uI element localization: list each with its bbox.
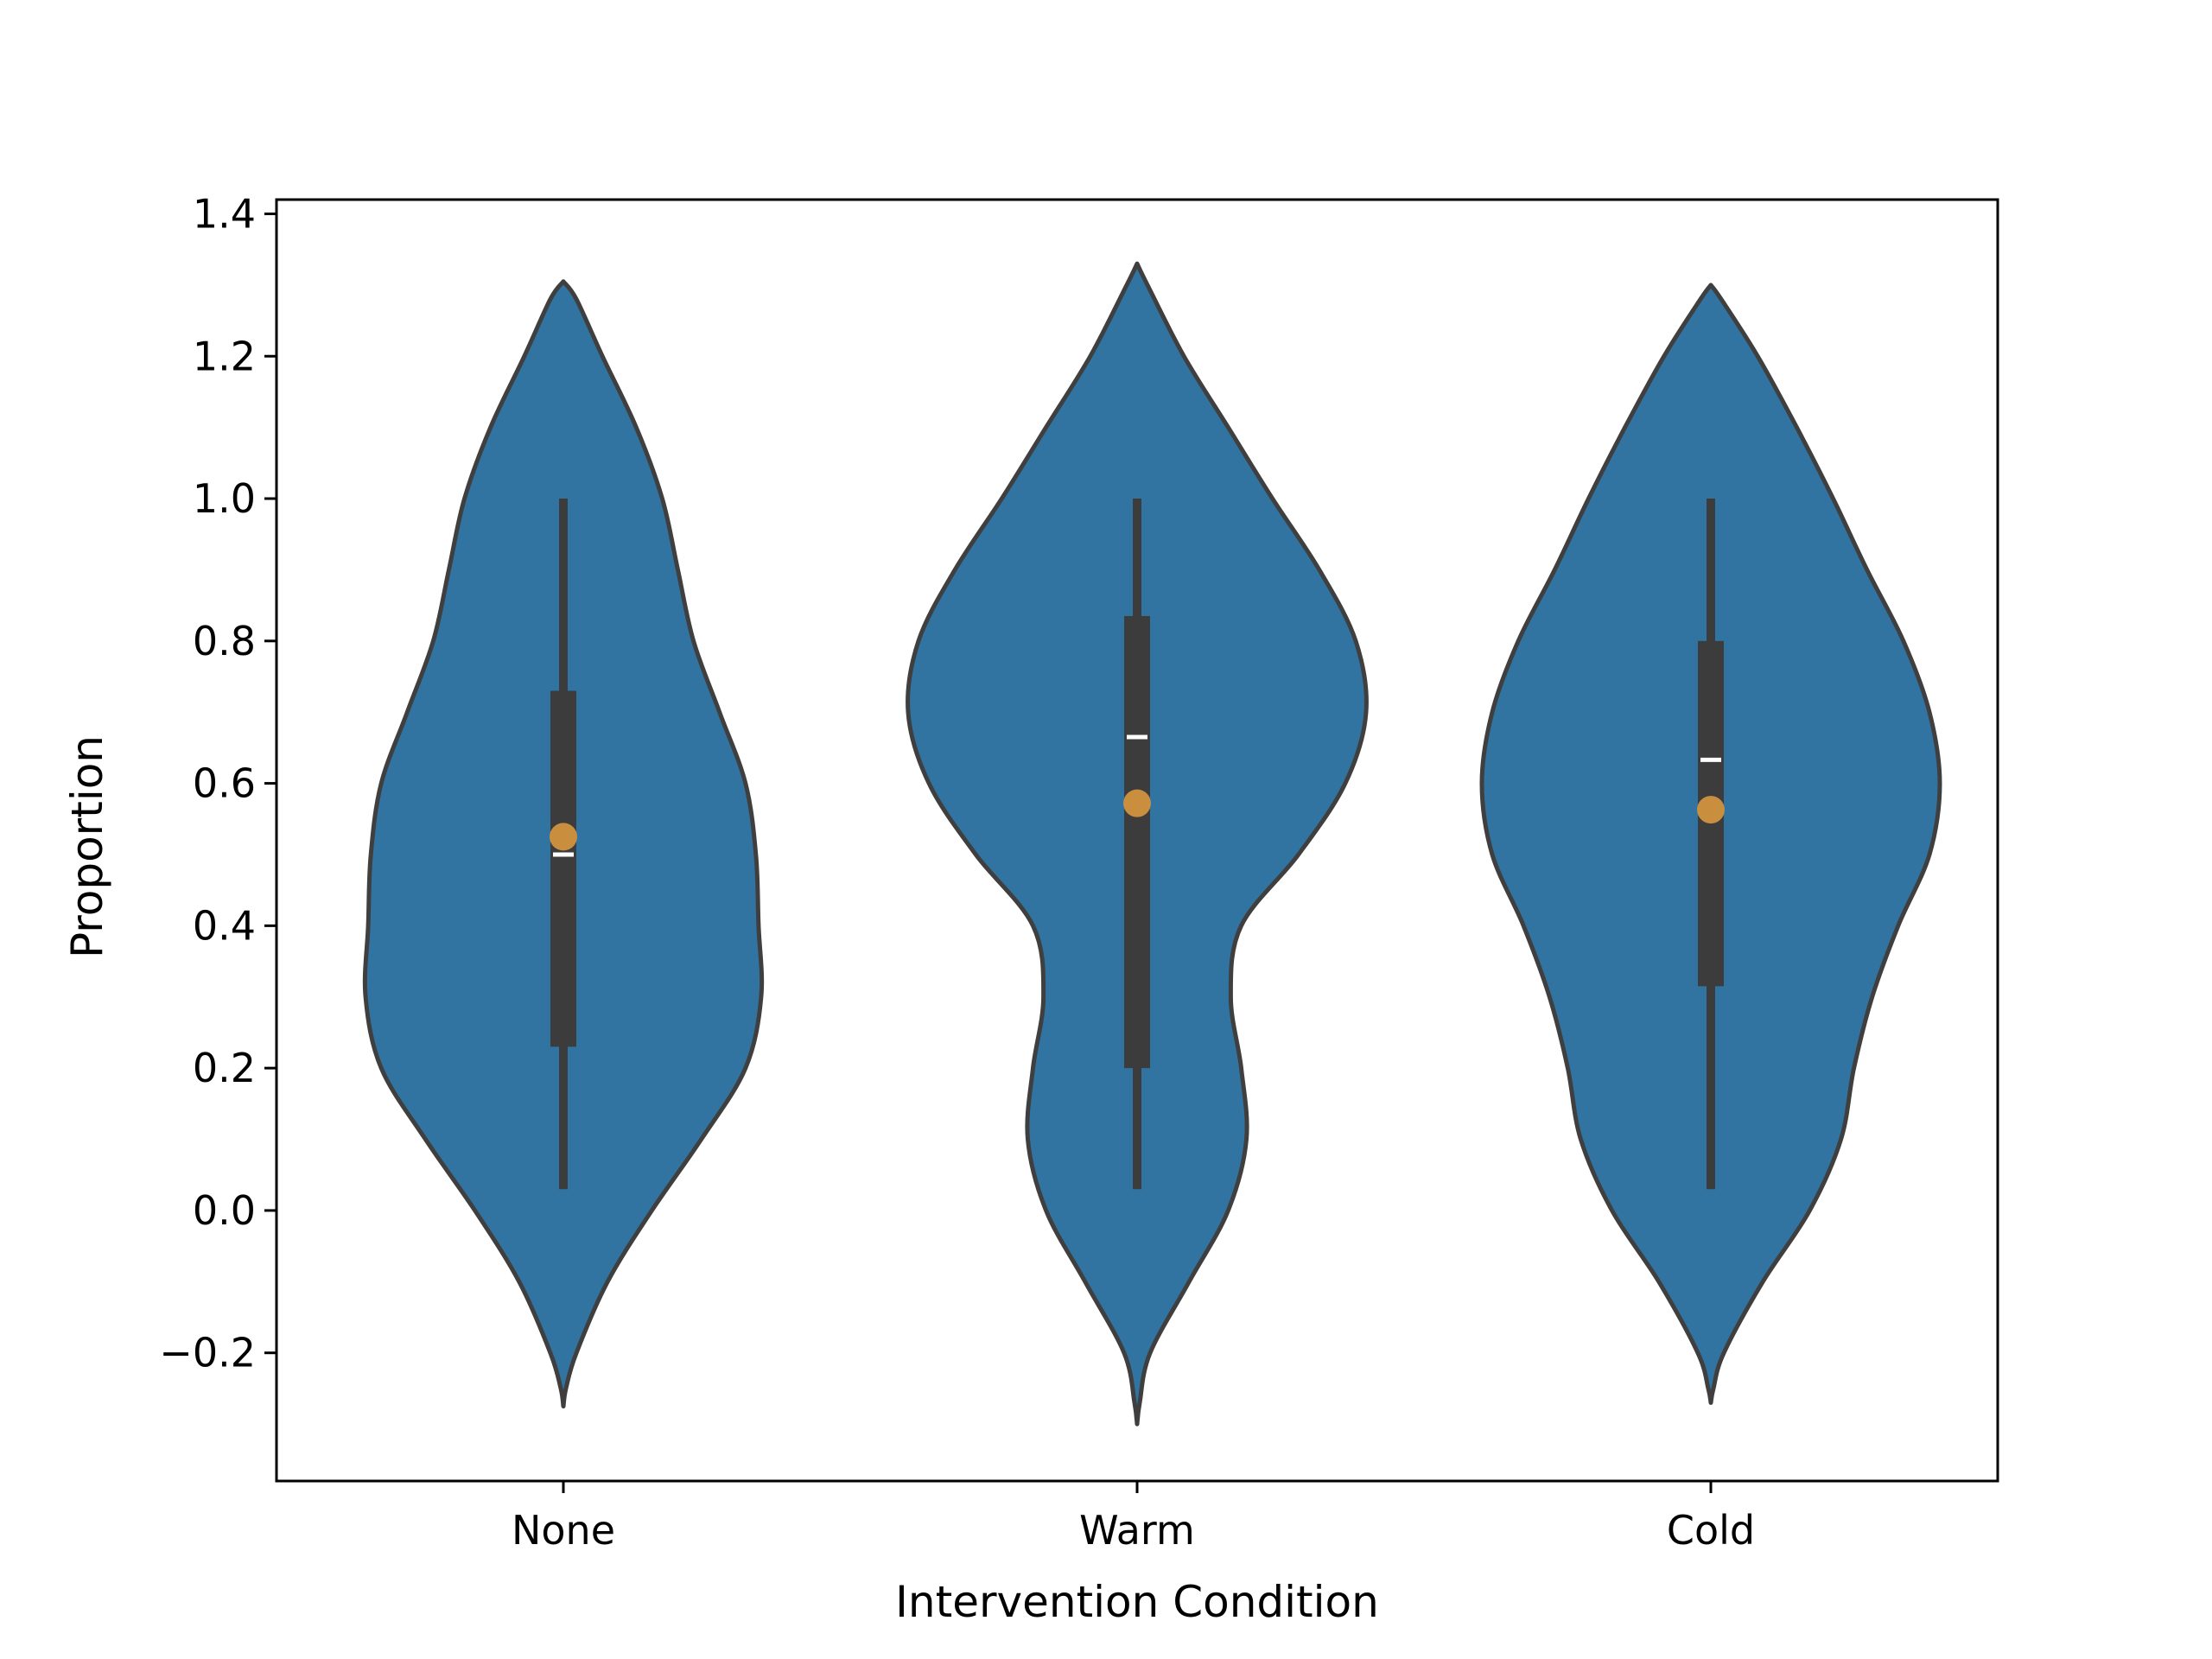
y-tick-label: 0.6 bbox=[193, 760, 256, 807]
y-tick-label: 0.2 bbox=[193, 1045, 256, 1091]
y-axis-title: Proportion bbox=[62, 735, 112, 958]
y-tick-label: 1.0 bbox=[193, 475, 256, 522]
y-tick-label: −0.2 bbox=[159, 1330, 256, 1376]
x-axis: None Warm Cold bbox=[512, 1481, 1755, 1554]
mean-marker bbox=[1697, 796, 1725, 824]
y-axis: −0.2 0.0 0.2 0.4 0.6 0.8 1.0 1.2 1.4 bbox=[159, 190, 276, 1376]
x-tick-label: Warm bbox=[1079, 1507, 1195, 1554]
y-tick-label: 0.0 bbox=[193, 1187, 256, 1234]
x-tick-label: Cold bbox=[1667, 1507, 1755, 1554]
mean-marker bbox=[550, 823, 577, 851]
mean-marker bbox=[1123, 789, 1151, 817]
x-axis-title: Intervention Condition bbox=[895, 1577, 1379, 1627]
y-tick-label: 0.8 bbox=[193, 618, 256, 664]
plot-layer bbox=[362, 261, 1942, 1427]
y-tick-label: 1.2 bbox=[193, 333, 256, 379]
x-tick-label: None bbox=[512, 1507, 615, 1554]
iqr-box bbox=[1124, 615, 1150, 1069]
iqr-box bbox=[550, 690, 576, 1047]
y-tick-label: 0.4 bbox=[193, 902, 256, 949]
y-tick-label: 1.4 bbox=[193, 190, 256, 237]
